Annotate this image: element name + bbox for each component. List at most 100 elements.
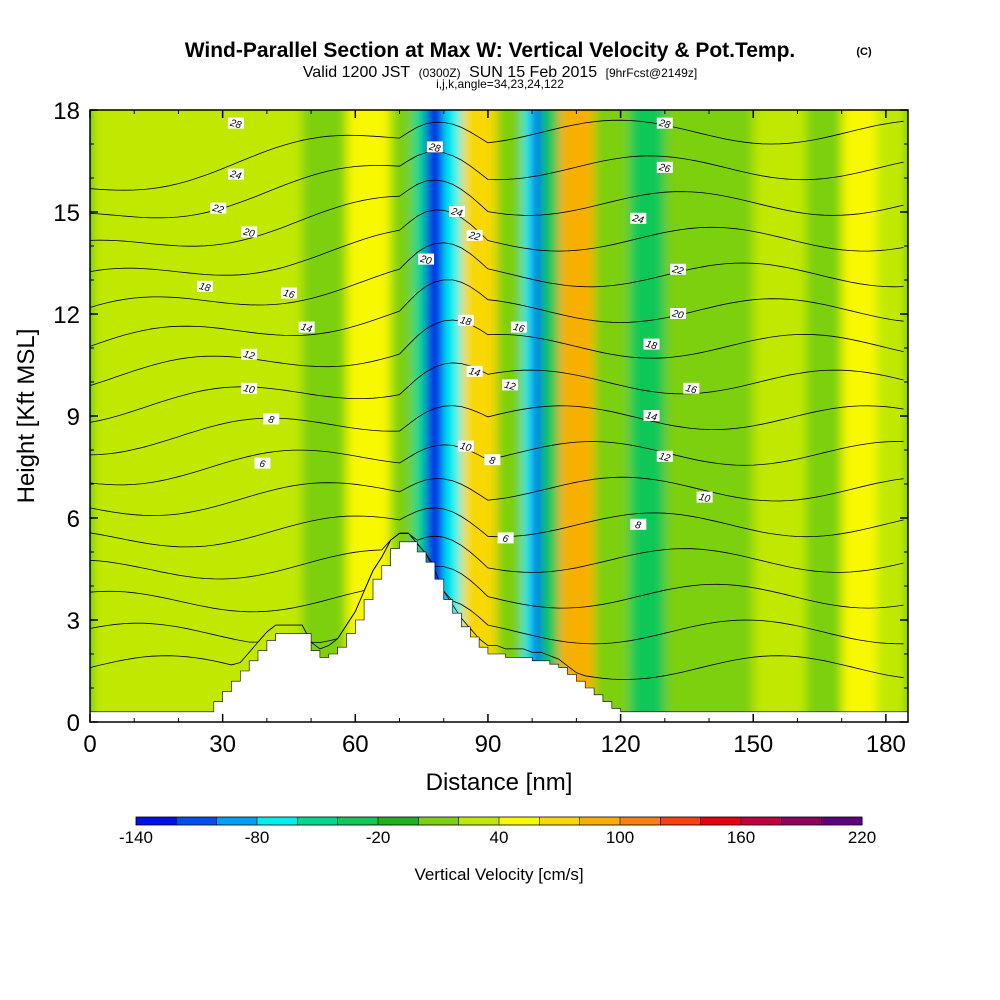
y-tick-label: 6 bbox=[67, 506, 80, 533]
x-tick-label: 90 bbox=[475, 731, 502, 758]
contour-label: 18 bbox=[643, 338, 660, 353]
contour-label-text: 14 bbox=[468, 366, 482, 380]
colorbar-swatch bbox=[257, 817, 298, 825]
colorbar-swatch bbox=[781, 817, 823, 825]
contour-label-bg bbox=[418, 253, 435, 265]
contour-label-bg bbox=[670, 308, 687, 319]
velocity-band bbox=[806, 110, 843, 722]
theta-contour bbox=[90, 119, 904, 191]
contour-label: 8 bbox=[484, 454, 501, 467]
contour-label-text: 10 bbox=[242, 383, 256, 397]
contour-label-text: 6 bbox=[501, 533, 510, 545]
theta-contour bbox=[90, 532, 904, 645]
contour-label-bg bbox=[643, 338, 660, 350]
contour-label: 20 bbox=[241, 226, 258, 240]
header: Wind-Parallel Section at Max W: Vertical… bbox=[185, 39, 872, 91]
contour-label: 14 bbox=[466, 365, 483, 380]
x-tick-label: 0 bbox=[83, 731, 96, 758]
contour-label-text: 20 bbox=[418, 254, 433, 268]
contour-label-bg bbox=[656, 161, 673, 173]
contour-label-bg bbox=[241, 348, 258, 360]
colorbar-swatch bbox=[579, 817, 621, 825]
contour-label-bg bbox=[466, 229, 483, 241]
contour-label-bg bbox=[683, 382, 700, 394]
colorbar-tick-label: -20 bbox=[366, 828, 391, 847]
valid-time: Valid 1200 JST bbox=[303, 64, 411, 81]
contour-label: 22 bbox=[670, 264, 687, 278]
contour-label-bg bbox=[426, 141, 443, 153]
theta-contour bbox=[90, 476, 904, 516]
colorbar-swatch bbox=[136, 817, 177, 825]
contour-label-text: 10 bbox=[698, 492, 712, 506]
contour-label: 10 bbox=[696, 491, 713, 506]
contour-label-bg bbox=[298, 321, 315, 333]
contour-label-bg bbox=[227, 168, 244, 180]
velocity-band bbox=[841, 110, 879, 722]
x-tick-label: 150 bbox=[733, 731, 773, 758]
valid-utc: (0300Z) bbox=[419, 66, 461, 80]
contour-label-text: 26 bbox=[657, 162, 672, 176]
y-tick-label: 9 bbox=[67, 404, 80, 431]
contour-label: 16 bbox=[280, 287, 297, 301]
colorbar-swatch bbox=[297, 817, 339, 825]
contour-label-text: 16 bbox=[512, 322, 526, 336]
contour-label-bg bbox=[630, 212, 647, 224]
contour-label: 10 bbox=[241, 382, 258, 397]
colorbar-swatch bbox=[458, 817, 500, 825]
contour-label: 24 bbox=[449, 206, 465, 220]
x-tick-label: 180 bbox=[866, 731, 906, 758]
contour-label-bg bbox=[196, 280, 213, 292]
colorbar-swatch bbox=[700, 817, 742, 825]
contour-label-bg bbox=[448, 206, 465, 217]
contour-label: 6 bbox=[254, 457, 271, 471]
contour-label-bg bbox=[241, 226, 258, 238]
colorbar-label: Vertical Velocity [cm/s] bbox=[414, 865, 583, 884]
theta-contour bbox=[90, 209, 904, 276]
velocity-band bbox=[90, 110, 215, 722]
colorbar-swatch bbox=[539, 817, 581, 825]
contour-label-text: 28 bbox=[427, 141, 442, 155]
colorbar-tick-label: -80 bbox=[245, 828, 270, 847]
velocity-band bbox=[558, 110, 596, 722]
x-tick-label: 60 bbox=[342, 731, 369, 758]
x-tick-label: 30 bbox=[209, 731, 236, 758]
x-tick-label: 120 bbox=[601, 731, 641, 758]
contour-label: 16 bbox=[510, 321, 527, 336]
y-axis-label: Height [Kft MSL] bbox=[13, 329, 40, 504]
colorbar-swatch bbox=[499, 817, 540, 825]
y-tick-label: 18 bbox=[53, 98, 80, 125]
theta-contour bbox=[90, 362, 904, 423]
theta-contour bbox=[90, 532, 904, 613]
contour-label-text: 18 bbox=[644, 339, 658, 353]
contour-label-text: 8 bbox=[267, 414, 276, 426]
velocity-band bbox=[523, 110, 534, 722]
contour-label: 18 bbox=[457, 314, 474, 329]
section-indices: i,j,k,angle=34,23,24,122 bbox=[436, 77, 564, 91]
colorbar-swatch bbox=[216, 817, 258, 825]
contour-label-text: 8 bbox=[634, 520, 643, 532]
colorbar-swatch bbox=[620, 817, 661, 825]
contour-label: 24 bbox=[630, 212, 647, 227]
contour-label: 18 bbox=[196, 280, 213, 295]
y-tick-label: 0 bbox=[67, 710, 80, 737]
contour-label: 12 bbox=[656, 450, 673, 465]
y-tick-label: 15 bbox=[53, 200, 80, 227]
colorbar-tick-label: 100 bbox=[606, 828, 634, 847]
vertical-velocity-field bbox=[90, 110, 908, 722]
contour-label-text: 24 bbox=[228, 169, 243, 183]
colorbar-swatch bbox=[821, 817, 863, 825]
terrain bbox=[90, 541, 908, 722]
contour-label: 20 bbox=[418, 253, 435, 268]
colorbar-swatch bbox=[337, 817, 379, 825]
contour-label-bg bbox=[510, 321, 527, 333]
contour-label-bg bbox=[210, 202, 227, 214]
velocity-band bbox=[664, 110, 755, 722]
contour-label-bg bbox=[502, 379, 519, 391]
colorbar: -140 -80 -20 40 100 160 220 bbox=[119, 816, 876, 847]
contour-label: 12 bbox=[502, 379, 519, 393]
contour-label: 10 bbox=[457, 440, 474, 454]
colorbar-tick-label: -140 bbox=[119, 828, 153, 847]
velocity-band bbox=[753, 110, 808, 722]
contour-label: 28 bbox=[427, 141, 443, 155]
